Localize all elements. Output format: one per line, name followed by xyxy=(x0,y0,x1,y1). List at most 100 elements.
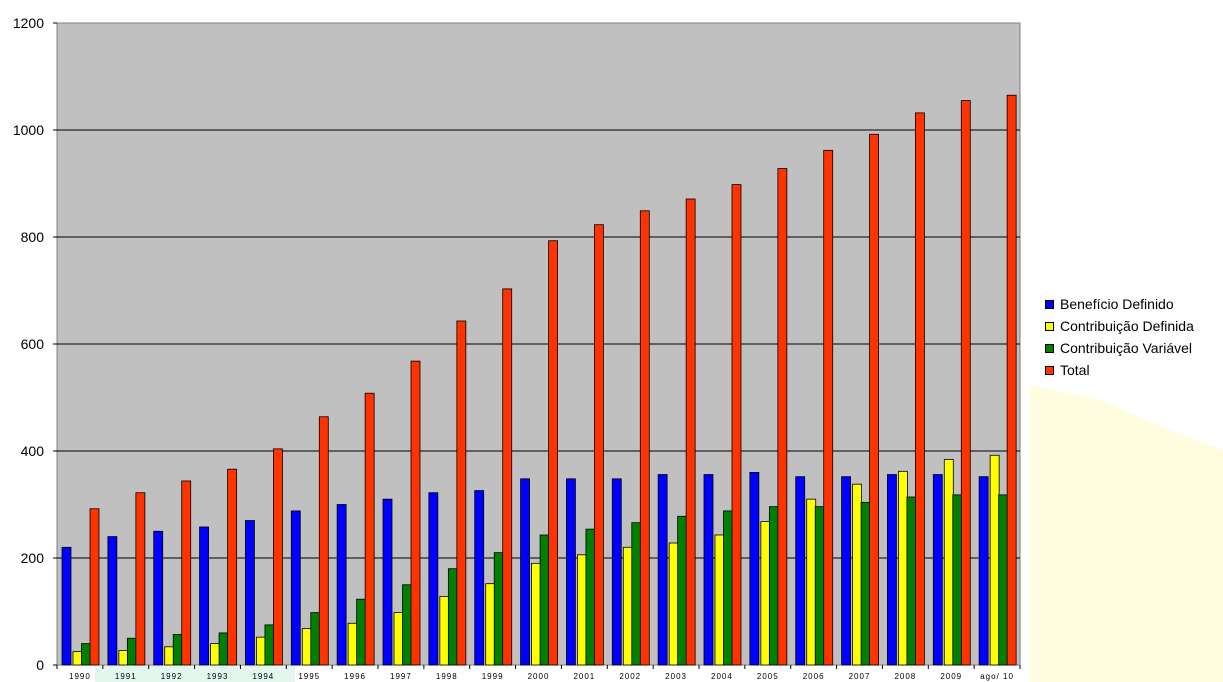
bar-contribui-o-vari-vel-ago10 xyxy=(998,494,1009,666)
bar-contribui-o-definida-2004 xyxy=(714,534,725,666)
x-tick-label: 1996 xyxy=(344,672,366,681)
bar-contribui-o-vari-vel-1998 xyxy=(447,568,458,666)
bar-benef-cio-definido-2001 xyxy=(566,478,576,666)
decoration-band xyxy=(95,666,295,682)
x-tick-label: 2001 xyxy=(573,672,595,681)
y-tick-label: 1000 xyxy=(13,122,44,138)
bar-contribui-o-definida-1998 xyxy=(439,596,450,666)
y-axis-ticks: 0 200 400 600 800 1000 1200 xyxy=(13,15,57,673)
bar-contribui-o-definida-1997 xyxy=(393,612,404,666)
x-axis-ticks: 1990 1991 1992 1993 1994 1995 1996 1997 1998 1999… xyxy=(56,665,1021,681)
bar-total-2001 xyxy=(594,224,604,666)
bar-contribui-o-definida-2009 xyxy=(943,459,954,666)
bar-total-ago10 xyxy=(1006,94,1017,666)
legend: Benefício Definido Contribuição Definida C… xyxy=(1045,293,1194,381)
legend-item: Benefício Definido xyxy=(1045,293,1194,315)
bar-contribui-o-vari-vel-1999 xyxy=(493,552,504,666)
bar-total-2009 xyxy=(960,100,971,666)
bar-contribui-o-definida-1992 xyxy=(164,646,175,666)
bar-contribui-o-vari-vel-2001 xyxy=(585,528,596,666)
bar-benef-cio-definido-1993 xyxy=(199,526,209,666)
x-tick-label: 1998 xyxy=(436,672,458,681)
bar-benef-cio-definido-2003 xyxy=(657,474,668,666)
legend-swatch xyxy=(1045,343,1054,353)
bar-contribui-o-definida-2000 xyxy=(531,562,541,666)
legend-item: Contribuição Variável xyxy=(1045,337,1194,359)
x-tick-label: 2000 xyxy=(528,672,550,681)
y-tick-label: 0 xyxy=(36,657,44,673)
x-tick-label: 1995 xyxy=(298,672,320,681)
legend-label: Benefício Definido xyxy=(1060,296,1174,312)
bar-benef-cio-definido-2006 xyxy=(795,476,806,666)
x-tick-label: 1991 xyxy=(115,672,137,681)
x-tick-label: 1999 xyxy=(482,672,504,681)
bar-contribui-o-vari-vel-1993 xyxy=(218,632,229,666)
bar-total-1996 xyxy=(364,392,375,666)
y-tick-label: 600 xyxy=(21,336,45,352)
grid xyxy=(57,129,1020,559)
bar-contribui-o-vari-vel-2007 xyxy=(860,501,871,666)
legend-item: Total xyxy=(1045,359,1194,381)
bar-benef-cio-definido-1998 xyxy=(428,492,439,666)
x-tick-label: 2006 xyxy=(803,672,825,681)
y-tick-label: 400 xyxy=(21,443,45,459)
bar-contribui-o-definida-2007 xyxy=(852,483,862,666)
x-tick-label: 1990 xyxy=(69,672,91,681)
bar-contribui-o-definida-1991 xyxy=(118,650,129,666)
x-tick-label: 2008 xyxy=(894,672,916,681)
bar-benef-cio-definido-1994 xyxy=(245,520,255,666)
x-tick-label: 1992 xyxy=(161,672,183,681)
bars xyxy=(61,94,1017,666)
bar-contribui-o-definida-2003 xyxy=(668,542,679,666)
bar-contribui-o-vari-vel-2008 xyxy=(906,496,917,666)
bar-contribui-o-definida-2002 xyxy=(622,546,633,666)
bar-total-2008 xyxy=(915,112,925,666)
bar-benef-cio-definido-ago10 xyxy=(978,476,989,666)
background-decoration xyxy=(1030,385,1223,682)
legend-swatch xyxy=(1045,321,1054,331)
bar-contribui-o-vari-vel-2004 xyxy=(723,510,733,666)
bar-total-2004 xyxy=(731,184,742,666)
bar-contribui-o-definida-ago10 xyxy=(989,454,1000,666)
bar-contribui-o-definida-1996 xyxy=(347,622,358,666)
bar-contribui-o-vari-vel-1992 xyxy=(172,634,183,666)
bar-benef-cio-definido-1992 xyxy=(153,530,164,666)
bar-benef-cio-definido-2000 xyxy=(520,478,530,666)
x-tick-label: 2003 xyxy=(665,672,687,681)
bar-total-2003 xyxy=(685,198,696,666)
x-tick-label: 1993 xyxy=(207,672,229,681)
bar-contribui-o-definida-2008 xyxy=(898,470,908,666)
bar-contribui-o-vari-vel-1994 xyxy=(264,624,275,666)
x-tick-label: 2002 xyxy=(619,672,641,681)
bar-benef-cio-definido-2005 xyxy=(749,471,760,666)
bar-contribui-o-vari-vel-1991 xyxy=(126,637,137,666)
bar-total-1990 xyxy=(89,508,100,666)
bar-benef-cio-definido-2002 xyxy=(611,478,622,666)
x-tick-label: 1997 xyxy=(390,672,412,681)
x-tick-label: 2004 xyxy=(711,672,733,681)
bar-total-1997 xyxy=(410,360,421,666)
bar-contribui-o-definida-1994 xyxy=(256,636,266,666)
bar-total-1999 xyxy=(502,288,513,666)
bar-contribui-o-definida-2006 xyxy=(806,498,817,666)
bar-contribui-o-definida-2005 xyxy=(760,521,771,666)
bar-contribui-o-vari-vel-2000 xyxy=(539,534,550,666)
bar-benef-cio-definido-1991 xyxy=(107,536,118,666)
bar-contribui-o-vari-vel-2003 xyxy=(677,515,688,666)
x-tick-label: ago/ 10 xyxy=(980,672,1014,681)
bar-contribui-o-definida-2001 xyxy=(577,554,587,666)
bar-benef-cio-definido-2007 xyxy=(841,476,851,666)
bar-contribui-o-vari-vel-1997 xyxy=(402,584,412,666)
bar-benef-cio-definido-2004 xyxy=(703,474,714,666)
bar-benef-cio-definido-1995 xyxy=(290,510,301,666)
bar-contribui-o-definida-1993 xyxy=(210,643,220,666)
bar-contribui-o-vari-vel-1995 xyxy=(310,612,321,666)
bar-total-1991 xyxy=(135,492,146,666)
bar-total-2007 xyxy=(869,133,879,666)
y-tick-label: 200 xyxy=(21,550,45,566)
bar-total-2006 xyxy=(823,149,834,666)
bar-contribui-o-vari-vel-2006 xyxy=(814,506,825,666)
bar-contribui-o-vari-vel-2005 xyxy=(768,506,779,666)
bar-total-2002 xyxy=(639,210,650,666)
